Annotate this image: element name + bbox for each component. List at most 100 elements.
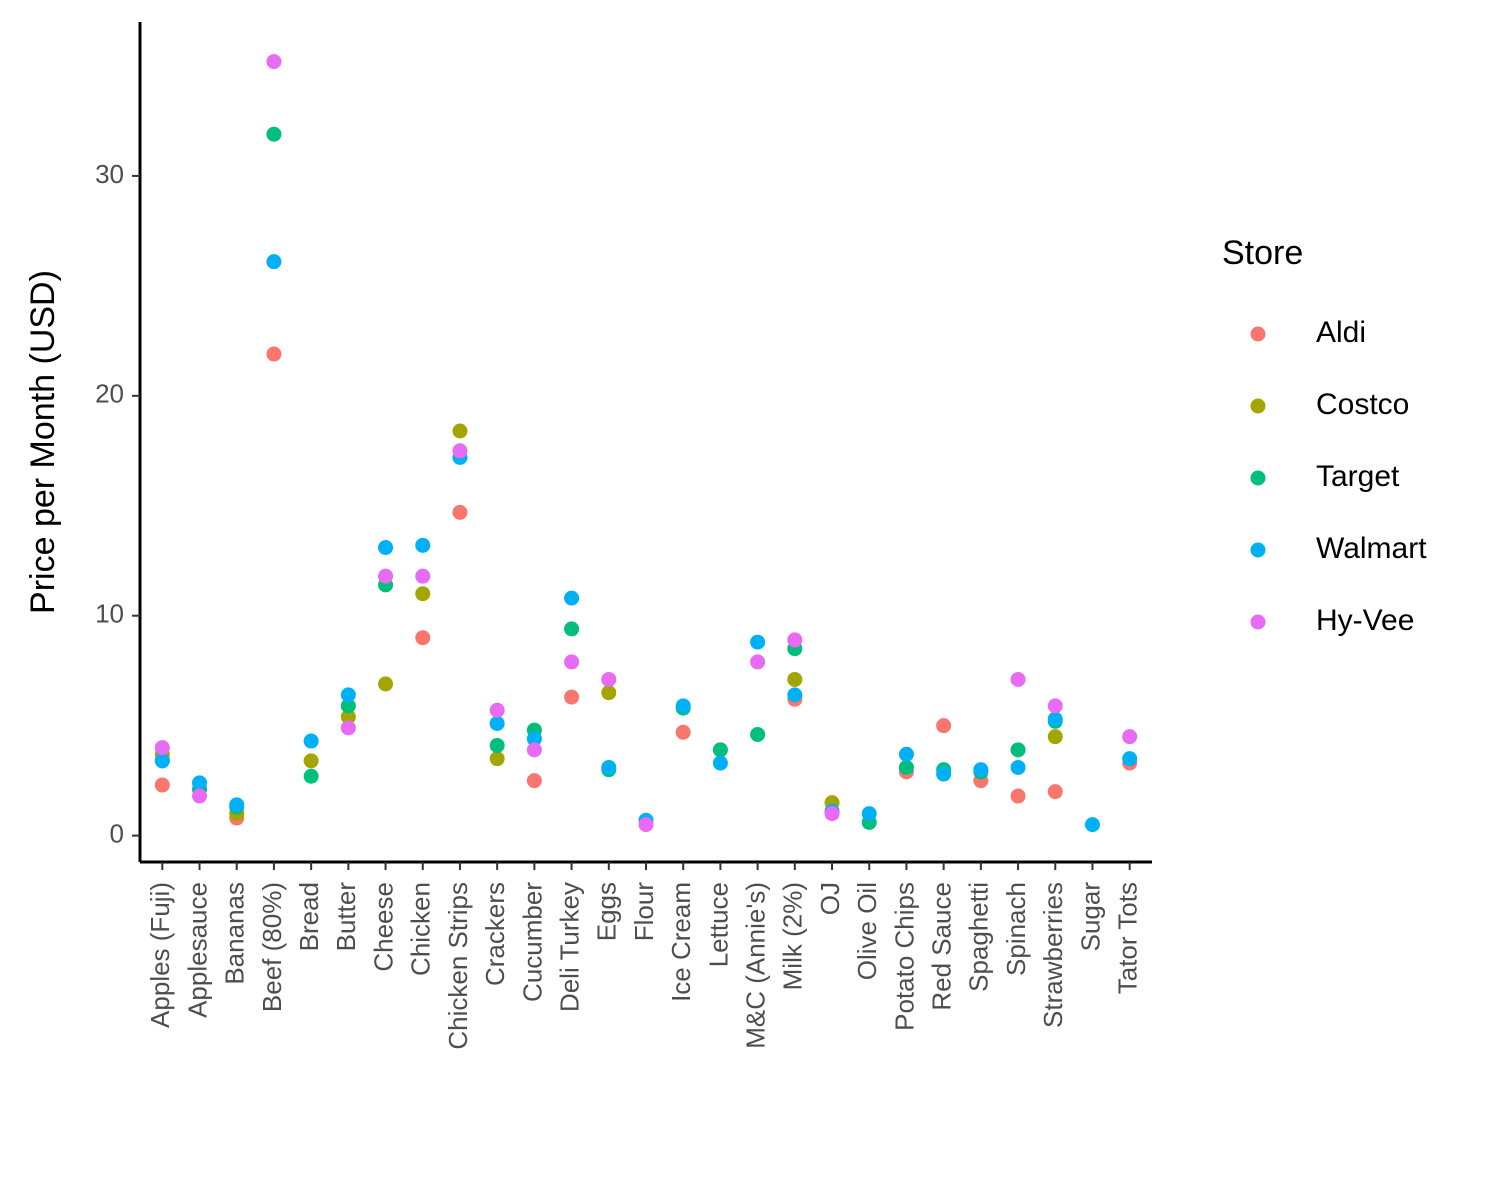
- point: [378, 568, 394, 584]
- point: [1122, 751, 1138, 767]
- point: [340, 720, 356, 736]
- x-tick-label: Applesauce: [182, 882, 212, 1018]
- y-tick-label: 20: [95, 379, 124, 409]
- y-axis-label: Price per Month (USD): [24, 270, 62, 614]
- point: [192, 775, 208, 791]
- point: [1047, 729, 1063, 745]
- point: [824, 806, 840, 822]
- point: [229, 797, 245, 813]
- legend-marker: [1250, 614, 1266, 630]
- x-tick-label: Apples (Fuji): [145, 882, 175, 1028]
- x-tick-label: Flour: [629, 882, 659, 942]
- legend-label: Aldi: [1316, 316, 1366, 349]
- point: [1010, 759, 1026, 775]
- legend-label: Costco: [1316, 388, 1409, 421]
- x-tick-label: Lettuce: [703, 882, 733, 967]
- point: [712, 755, 728, 771]
- x-tick-label: Cucumber: [517, 882, 547, 1002]
- point: [898, 746, 914, 762]
- point: [1047, 698, 1063, 714]
- point: [936, 766, 952, 782]
- point: [415, 537, 431, 553]
- point: [1047, 711, 1063, 727]
- point: [154, 777, 170, 793]
- x-tick-label: Sugar: [1075, 882, 1105, 952]
- point: [750, 634, 766, 650]
- point: [1047, 784, 1063, 800]
- point: [452, 443, 468, 459]
- point: [266, 126, 282, 142]
- point: [340, 687, 356, 703]
- point: [564, 689, 580, 705]
- x-tick-label: Red Sauce: [927, 882, 957, 1011]
- x-tick-label: Chicken: [406, 882, 436, 976]
- point: [861, 806, 877, 822]
- y-tick-label: 0: [110, 818, 124, 848]
- point: [340, 698, 356, 714]
- point: [638, 817, 654, 833]
- point: [489, 715, 505, 731]
- x-tick-label: Spaghetti: [964, 882, 994, 992]
- point: [787, 687, 803, 703]
- point: [489, 702, 505, 718]
- x-tick-label: Cheese: [368, 882, 398, 972]
- point: [154, 753, 170, 769]
- point: [415, 568, 431, 584]
- x-tick-label: OJ: [815, 882, 845, 915]
- point: [378, 540, 394, 556]
- x-tick-label: Tator Tots: [1113, 882, 1143, 994]
- point: [936, 718, 952, 734]
- point: [415, 586, 431, 602]
- legend-marker: [1250, 470, 1266, 486]
- point: [675, 698, 691, 714]
- legend-marker: [1250, 326, 1266, 342]
- y-tick-label: 10: [95, 599, 124, 629]
- point: [973, 762, 989, 778]
- x-tick-label: Bananas: [220, 882, 250, 985]
- point: [526, 731, 542, 747]
- point: [266, 346, 282, 362]
- legend-title: Store: [1222, 234, 1303, 272]
- point: [787, 632, 803, 648]
- x-tick-label: Beef (80%): [257, 882, 287, 1012]
- point: [564, 590, 580, 606]
- point: [787, 671, 803, 687]
- x-tick-label: Deli Turkey: [554, 882, 584, 1012]
- point: [1122, 729, 1138, 745]
- x-tick-label: Milk (2%): [778, 882, 808, 990]
- legend-marker: [1250, 398, 1266, 414]
- point: [601, 759, 617, 775]
- point: [303, 753, 319, 769]
- point: [601, 685, 617, 701]
- point: [266, 54, 282, 70]
- x-tick-label: Spinach: [1001, 882, 1031, 976]
- point: [303, 733, 319, 749]
- x-tick-label: Potato Chips: [889, 882, 919, 1031]
- point: [1010, 671, 1026, 687]
- x-tick-label: Crackers: [480, 882, 510, 986]
- x-tick-label: Eggs: [592, 882, 622, 941]
- legend-label: Walmart: [1316, 532, 1427, 565]
- point: [154, 740, 170, 756]
- x-tick-label: Olive Oil: [852, 882, 882, 980]
- point: [675, 724, 691, 740]
- point: [750, 726, 766, 742]
- point: [1010, 742, 1026, 758]
- point: [712, 742, 728, 758]
- point: [415, 630, 431, 646]
- x-tick-label: M&C (Annie's): [740, 882, 770, 1049]
- legend-marker: [1250, 542, 1266, 558]
- point: [489, 737, 505, 753]
- point: [340, 709, 356, 725]
- point: [601, 671, 617, 687]
- point: [526, 773, 542, 789]
- x-tick-label: Ice Cream: [666, 882, 696, 1002]
- legend-label: Target: [1316, 460, 1400, 493]
- point: [1084, 817, 1100, 833]
- point: [489, 751, 505, 767]
- x-tick-label: Chicken Strips: [443, 882, 473, 1050]
- point: [452, 423, 468, 439]
- point: [564, 621, 580, 637]
- point: [378, 676, 394, 692]
